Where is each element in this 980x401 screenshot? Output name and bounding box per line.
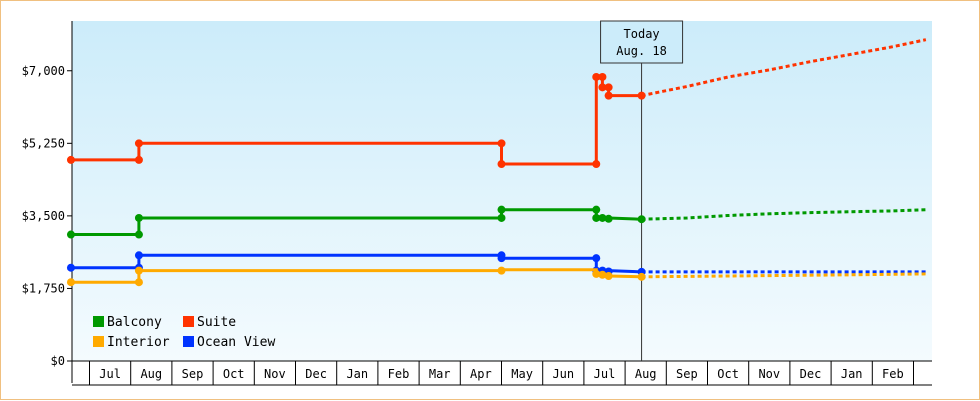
plot-area bbox=[72, 21, 932, 361]
month-label: Dec bbox=[305, 367, 327, 381]
data-point-balcony bbox=[497, 213, 506, 222]
series-forecast-interior bbox=[641, 272, 926, 279]
data-point-suite bbox=[497, 139, 506, 148]
data-point-ocean-view bbox=[66, 263, 75, 272]
data-point-balcony bbox=[497, 205, 506, 214]
data-point-interior bbox=[134, 278, 143, 287]
data-point-ocean-view bbox=[497, 254, 506, 263]
month-label: Feb bbox=[388, 367, 410, 381]
month-label: Nov bbox=[264, 367, 286, 381]
y-tick-label: $0 bbox=[51, 354, 65, 368]
data-point-suite bbox=[66, 155, 75, 164]
data-point-balcony bbox=[592, 205, 601, 214]
data-point-suite bbox=[604, 91, 613, 100]
x-axis: Jul Aug Sep Oct Nov Dec Jan Feb Mar Apr May Jun Jul A… bbox=[72, 360, 932, 386]
month-label: Oct bbox=[223, 367, 245, 381]
month-label: Jun bbox=[552, 367, 574, 381]
data-point-suite bbox=[598, 83, 607, 92]
data-point-balcony bbox=[134, 230, 143, 239]
legend-swatch-ocean-view bbox=[183, 336, 194, 347]
y-tick-label: $3,500 bbox=[22, 209, 65, 223]
series-layer bbox=[66, 38, 927, 287]
legend-swatch-interior bbox=[93, 336, 104, 347]
legend-label-balcony: Balcony bbox=[107, 315, 162, 330]
data-point-suite bbox=[604, 83, 613, 92]
data-point-suite bbox=[598, 72, 607, 81]
legend-swatch-suite bbox=[183, 316, 194, 327]
month-label: Nov bbox=[758, 367, 780, 381]
month-label: Mar bbox=[429, 367, 451, 381]
month-label: Dec bbox=[800, 367, 822, 381]
y-tick-label: $7,000 bbox=[22, 64, 65, 78]
month-label: Sep bbox=[182, 367, 204, 381]
month-label: Oct bbox=[717, 367, 739, 381]
month-label: Jan bbox=[841, 367, 863, 381]
data-point-interior bbox=[637, 272, 646, 281]
month-label: Jul bbox=[99, 367, 121, 381]
legend-label-interior: Interior bbox=[107, 335, 170, 350]
data-point-balcony bbox=[66, 230, 75, 239]
today-date: Aug. 18 bbox=[616, 44, 667, 58]
month-label: Apr bbox=[470, 367, 492, 381]
data-point-suite bbox=[637, 91, 646, 100]
data-point-balcony bbox=[604, 214, 613, 223]
legend-swatch-balcony bbox=[93, 316, 104, 327]
legend-label-ocean-view: Ocean View bbox=[197, 335, 275, 350]
data-point-ocean-view bbox=[134, 251, 143, 260]
today-box bbox=[600, 20, 684, 64]
legend: Balcony Suite Interior Ocean View bbox=[93, 315, 275, 350]
data-point-interior bbox=[598, 270, 607, 279]
today-marker: Today Aug. 18 bbox=[600, 20, 684, 361]
today-label: Today bbox=[624, 27, 660, 41]
data-point-interior bbox=[134, 266, 143, 275]
y-tick-label: $5,250 bbox=[22, 136, 65, 150]
data-point-suite bbox=[592, 72, 601, 81]
data-point-interior bbox=[66, 278, 75, 287]
y-axis: $0 $1,750 $3,500 $5,250 $7,000 bbox=[22, 21, 73, 383]
data-point-balcony bbox=[134, 213, 143, 222]
data-point-suite bbox=[134, 155, 143, 164]
data-point-suite bbox=[134, 139, 143, 148]
legend-label-suite: Suite bbox=[197, 315, 236, 330]
data-point-balcony bbox=[598, 213, 607, 222]
data-point-suite bbox=[497, 160, 506, 169]
data-point-interior bbox=[604, 272, 613, 280]
month-label: Jan bbox=[346, 367, 368, 381]
data-point-balcony bbox=[592, 213, 601, 222]
data-point-suite bbox=[592, 160, 601, 169]
month-label: Aug bbox=[140, 367, 162, 381]
data-point-interior bbox=[497, 266, 506, 275]
data-point-interior bbox=[592, 269, 601, 278]
month-label: Feb bbox=[882, 367, 904, 381]
y-tick-label: $1,750 bbox=[22, 281, 65, 295]
month-label: May bbox=[511, 367, 533, 381]
month-label: Sep bbox=[676, 367, 698, 381]
data-point-ocean-view bbox=[592, 254, 601, 263]
data-point-balcony bbox=[637, 215, 646, 224]
month-label: Jul bbox=[594, 367, 616, 381]
month-label: Aug bbox=[635, 367, 657, 381]
series-forecast-balcony bbox=[641, 208, 926, 221]
